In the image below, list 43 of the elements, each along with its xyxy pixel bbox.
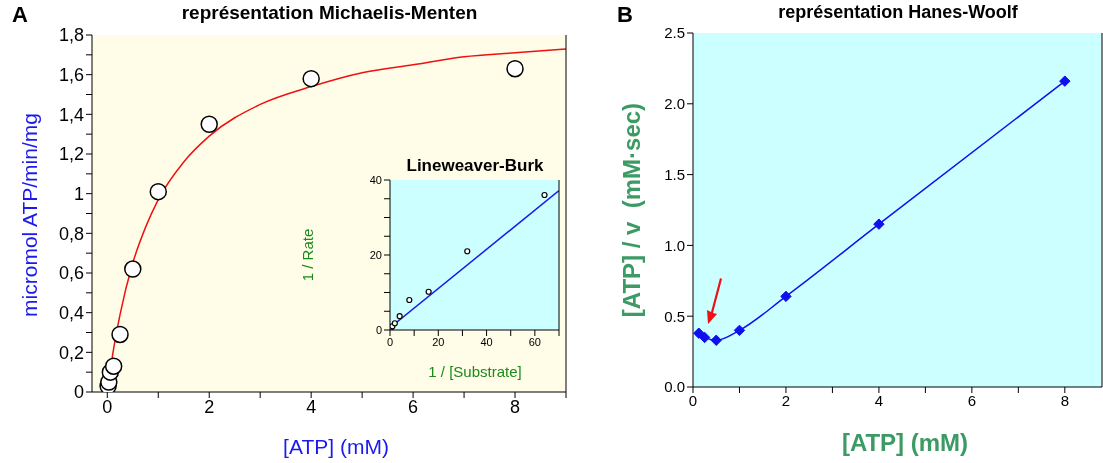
x-tick-label: 4	[874, 391, 884, 409]
x-axis-title: [ATP] (mM)	[841, 429, 969, 457]
x-tick-label: 6	[408, 396, 419, 417]
y-tick-label: 0.5	[664, 307, 685, 325]
x-tick-label: 20	[432, 335, 445, 348]
chart-title: Lineweaver-Burk	[406, 156, 544, 175]
y-tick-label: 0,8	[58, 223, 84, 244]
text: A	[12, 2, 28, 28]
y-tick-label: 0,4	[58, 303, 84, 324]
x-tick-label: 6	[967, 391, 977, 409]
y-tick-label: 1.0	[664, 236, 685, 254]
y-axis-title: [ATP] / v (mM·sec)	[618, 102, 646, 318]
x-axis-title: [ATP] (mM)	[283, 435, 389, 459]
x-tick-label: 40	[480, 335, 493, 348]
y-tick-label: 1	[73, 184, 84, 205]
y-tick-label: 0,6	[58, 263, 84, 284]
x-tick-label: 2	[781, 391, 791, 409]
y-tick-label: 20	[369, 248, 382, 261]
chart-title: représentation Michaelis-Menten	[180, 2, 479, 24]
y-tick-label: 1.5	[664, 165, 685, 183]
y-tick-label: 2.5	[664, 24, 685, 42]
y-tick-label: 1,4	[58, 104, 84, 125]
x-axis-title: 1 / [Substrate]	[428, 362, 522, 380]
y-axis-title: 1 / Rate	[298, 228, 316, 282]
x-tick-label: 2	[204, 396, 215, 417]
y-tick-label: 0,2	[58, 342, 84, 363]
x-tick-label: 0	[688, 391, 698, 409]
y-tick-label: 1,2	[58, 144, 84, 165]
y-tick-label: 1,6	[58, 65, 84, 86]
y-tick-label: 40	[369, 173, 382, 186]
y-axis-title: micromol ATP/min/mg	[18, 113, 42, 317]
y-tick-label: 0.0	[664, 378, 685, 396]
x-tick-label: 0	[102, 396, 113, 417]
text: B	[617, 2, 633, 28]
chart-title: représentation Hanes-Woolf	[777, 2, 1019, 23]
x-tick-label: 4	[306, 396, 317, 417]
x-tick-label: 0	[386, 335, 394, 348]
y-tick-label: 0	[375, 323, 382, 336]
y-tick-label: 2.0	[664, 95, 685, 113]
y-tick-label: 1,8	[58, 25, 84, 46]
x-tick-label: 8	[510, 396, 521, 417]
x-tick-label: 8	[1060, 391, 1069, 409]
x-tick-label: 60	[528, 335, 541, 348]
